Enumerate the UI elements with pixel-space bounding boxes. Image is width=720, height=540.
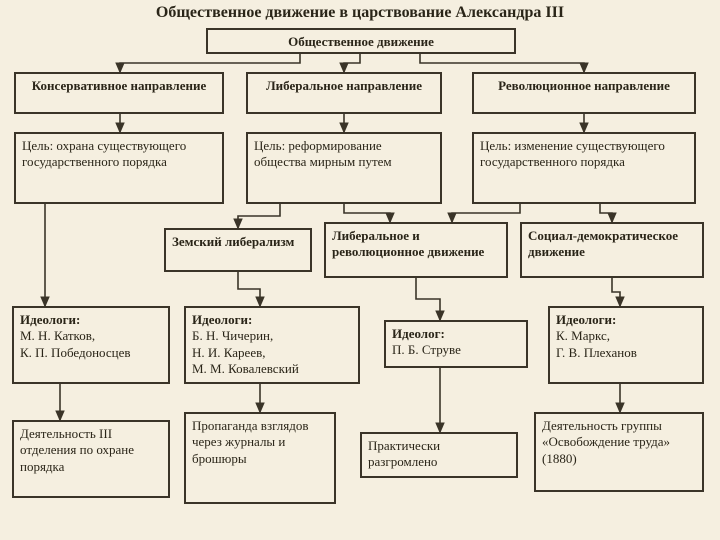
node-act2: Пропаганда взглядов через журналы и брош… — [184, 412, 336, 504]
edge-root-dir3 — [420, 54, 584, 72]
node-dir1: Консервативное направление — [14, 72, 224, 114]
node-dir3: Революционное направление — [472, 72, 696, 114]
edge-root-dir1 — [120, 54, 300, 72]
node-goal2: Цель: реформирование общества мирным пут… — [246, 132, 442, 204]
node-goal1: Цель: охрана существующего государственн… — [14, 132, 224, 204]
edge-root-dir2 — [344, 54, 360, 72]
node-ideo1: Идеологи:М. Н. Катков, К. П. Победоносце… — [12, 306, 170, 384]
edge-goal3-sub2 — [452, 204, 520, 222]
node-act3: Практически разгромлено — [360, 432, 518, 478]
node-root: Общественное движение — [206, 28, 516, 54]
node-sub3: Социал-демократическое движение — [520, 222, 704, 278]
edge-goal2-sub1 — [238, 204, 280, 228]
edge-sub2-ideo3 — [416, 278, 440, 320]
diagram-title: Общественное движение в царствование Але… — [0, 4, 720, 22]
node-act4: Деятельность группы «Освобождение труда»… — [534, 412, 704, 492]
edge-goal3-sub3 — [600, 204, 612, 222]
node-ideo2: Идеологи:Б. Н. Чичерин, Н. И. Кареев, М.… — [184, 306, 360, 384]
node-ideo4: Идеологи:К. Маркс, Г. В. Плеханов — [548, 306, 704, 384]
edge-sub1-ideo2 — [238, 272, 260, 306]
node-act1: Деятельность III отделения по охране пор… — [12, 420, 170, 498]
node-goal3: Цель: изменение существующего государств… — [472, 132, 696, 204]
edge-goal2-sub2 — [344, 204, 390, 222]
edge-sub3-ideo4 — [612, 278, 620, 306]
node-ideo3: Идеолог:П. Б. Струве — [384, 320, 528, 368]
node-sub1: Земский либерализм — [164, 228, 312, 272]
node-sub2: Либеральное и революционное движение — [324, 222, 508, 278]
node-dir2: Либеральное направление — [246, 72, 442, 114]
